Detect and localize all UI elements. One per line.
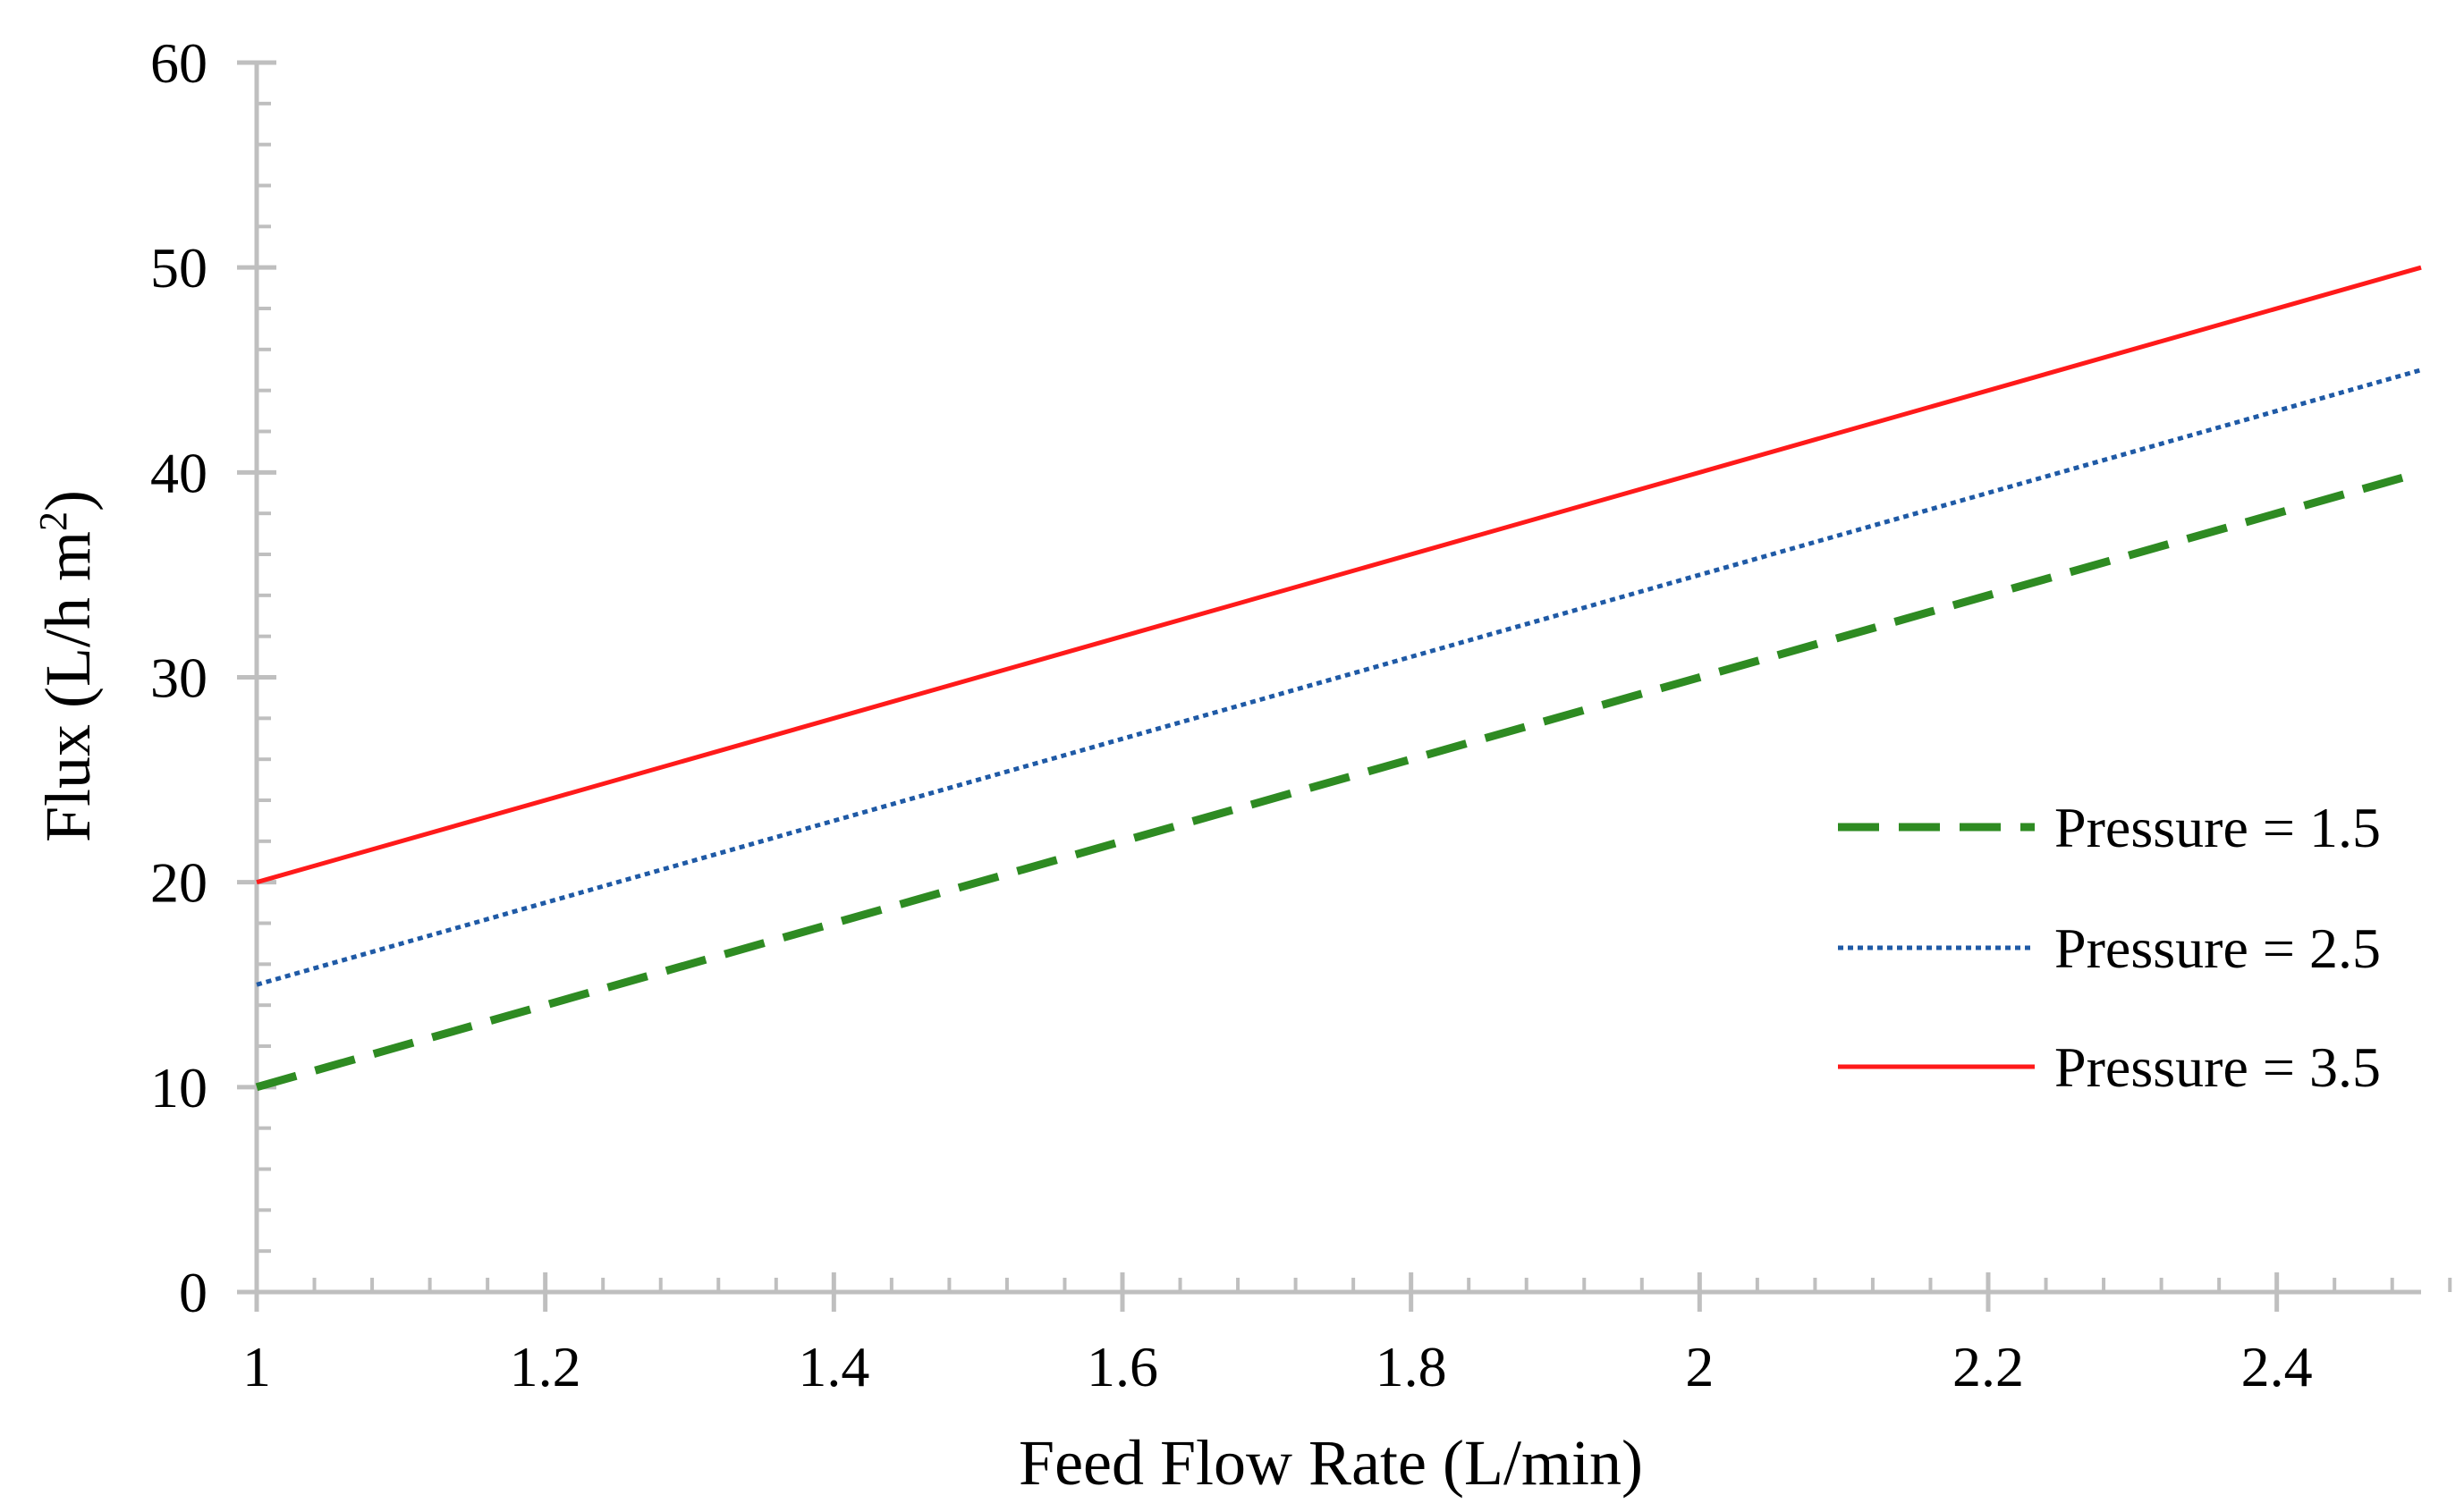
y-tick-label: 30 (150, 646, 207, 710)
x-axis-title: Feed Flow Rate (L/min) (1019, 1427, 1643, 1499)
y-axis-title-main: Flux (L/h m (32, 531, 104, 842)
legend-label-3: Pressure = 3.5 (2054, 1035, 2381, 1099)
x-tick-label: 2.2 (1952, 1335, 2024, 1398)
series-layer (255, 265, 2423, 1092)
y-axis-title-superscript: 2 (31, 511, 75, 531)
y-tick-label: 0 (179, 1261, 207, 1324)
legend-label-1: Pressure = 1.5 (2054, 796, 2381, 859)
x-tick-label: 1.8 (1376, 1335, 1447, 1398)
y-axis-title-close: ) (32, 490, 104, 511)
series-line-2 (256, 367, 2422, 987)
x-tick-label: 1.4 (798, 1335, 869, 1398)
series-line-1 (255, 469, 2423, 1092)
y-tick-label: 20 (150, 851, 207, 915)
y-tick-label: 50 (150, 236, 207, 300)
x-tick-label: 2.4 (2241, 1335, 2313, 1398)
x-tick-label: 2 (1685, 1335, 1714, 1398)
x-tick-label: 1.2 (510, 1335, 581, 1398)
legend-label-2: Pressure = 2.5 (2054, 916, 2381, 980)
y-axis-title: Flux (L/h m2) (31, 490, 104, 842)
y-tick-label: 40 (150, 441, 207, 504)
axes: 0 10 20 30 40 50 60 1 1.2 1.4 1.6 1.8 2 2.2 2.4 (150, 31, 2452, 1398)
x-tick-label: 1.6 (1087, 1335, 1158, 1398)
x-tick-label: 1 (242, 1335, 271, 1398)
y-tick-label: 10 (150, 1056, 207, 1119)
series-line-3 (256, 265, 2422, 885)
legend: Pressure = 1.5 Pressure = 2.5 Pressure = 3… (1838, 796, 2381, 1099)
y-tick-label: 60 (150, 31, 207, 95)
